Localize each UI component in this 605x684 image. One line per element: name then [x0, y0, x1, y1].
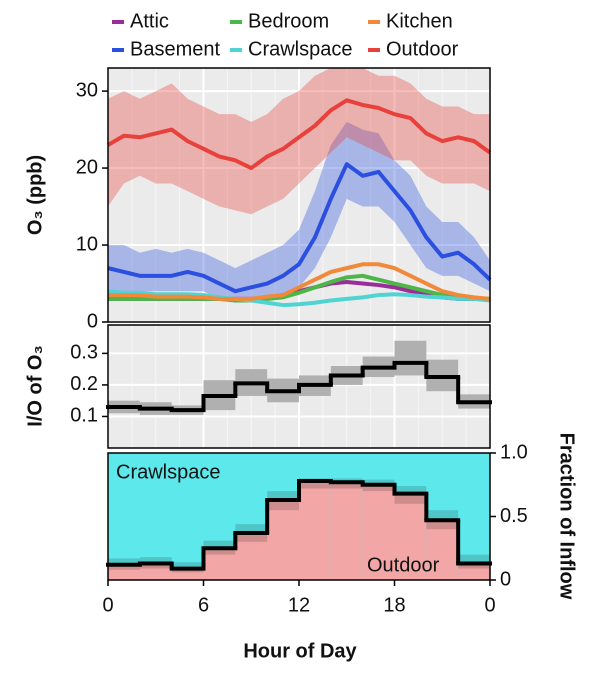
line [108, 273, 490, 303]
y-tick-label: 20 [76, 156, 98, 178]
y-axis-label: I/O of O₃ [24, 345, 46, 426]
annotation: Outdoor [367, 554, 440, 576]
x-tick-label: 0 [484, 594, 495, 616]
y-tick-label: 30 [76, 79, 98, 101]
area [108, 564, 140, 580]
line [107, 162, 492, 294]
legend-label: Kitchen [386, 10, 453, 32]
y-tick-label: 10 [76, 233, 98, 255]
y-tick-label: 0.2 [70, 373, 98, 395]
legend-label: Basement [130, 38, 220, 60]
y2-tick-label: 0.5 [500, 505, 528, 527]
area [299, 480, 331, 580]
y2-axis-label: Fraction of Inflow [556, 433, 578, 600]
y-tick-label: 0.1 [70, 405, 98, 427]
area [235, 533, 268, 580]
y-axis-label: O₃ (ppb) [24, 155, 46, 235]
band [108, 68, 490, 215]
area [426, 520, 459, 580]
area [458, 563, 490, 580]
area [394, 493, 427, 580]
legend-label: Outdoor [386, 38, 459, 60]
x-axis-label: Hour of Day [243, 640, 357, 662]
legend-label: Bedroom [248, 10, 329, 32]
y-tick-label: 0.3 [70, 342, 98, 364]
area [362, 484, 395, 580]
panel-border [107, 452, 491, 581]
area [171, 568, 204, 580]
y-tick-label: 0 [87, 310, 98, 332]
y2-tick-label: 0 [500, 568, 511, 590]
band [108, 121, 490, 303]
y2-tick-label: 1.0 [500, 441, 528, 463]
annotation: Crawlspace [116, 461, 220, 483]
line [107, 289, 491, 308]
panel-border [107, 67, 491, 323]
x-tick-label: 18 [383, 594, 405, 616]
band [299, 478, 331, 489]
legend-label: Crawlspace [248, 38, 352, 60]
legend-label: Attic [130, 10, 169, 32]
line [106, 98, 492, 171]
band [394, 340, 427, 376]
area [267, 499, 299, 580]
panel-border [107, 324, 491, 449]
area [330, 482, 363, 580]
x-tick-label: 12 [288, 594, 310, 616]
area [203, 548, 236, 580]
x-tick-label: 6 [198, 594, 209, 616]
line [108, 262, 491, 301]
area [139, 563, 172, 580]
x-tick-label: 0 [102, 594, 113, 616]
